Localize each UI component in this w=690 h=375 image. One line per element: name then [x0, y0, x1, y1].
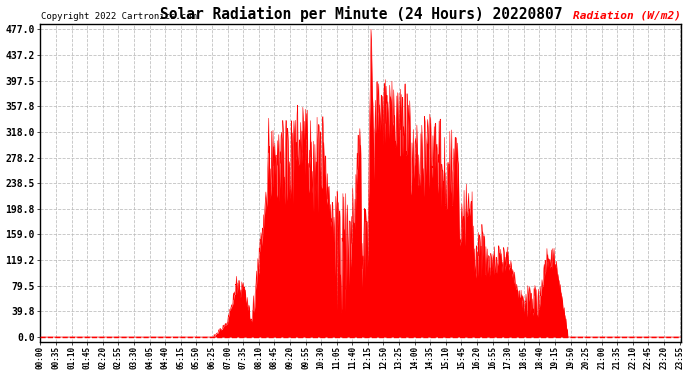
- Text: Radiation (W/m2): Radiation (W/m2): [573, 11, 681, 21]
- Title: Solar Radiation per Minute (24 Hours) 20220807: Solar Radiation per Minute (24 Hours) 20…: [159, 6, 562, 21]
- Text: Copyright 2022 Cartronics.com: Copyright 2022 Cartronics.com: [41, 12, 197, 21]
